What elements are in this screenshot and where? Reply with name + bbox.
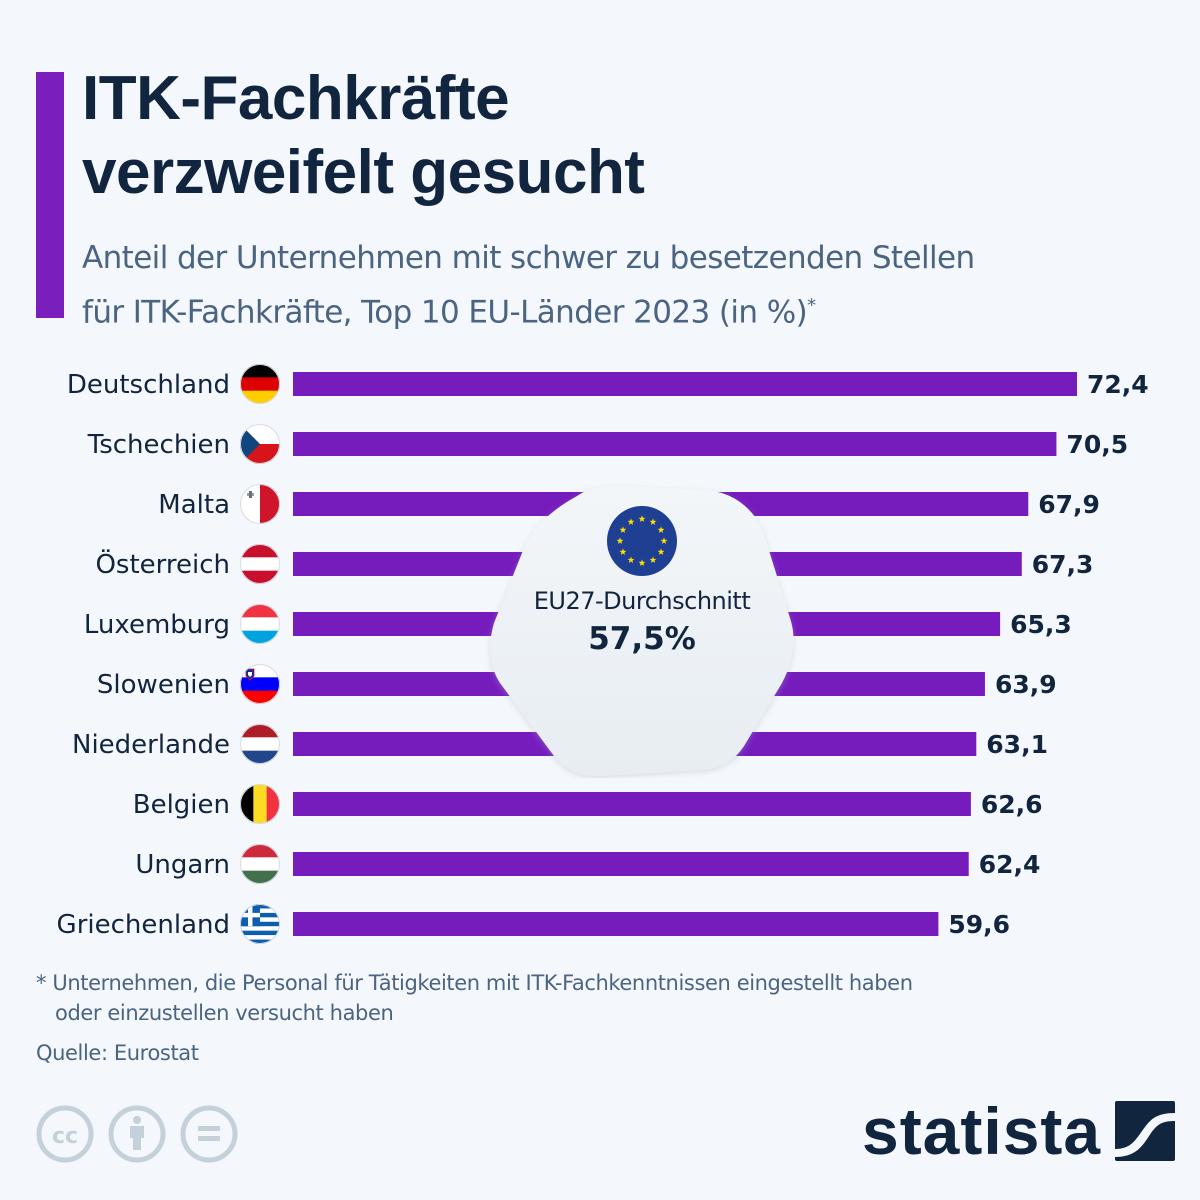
eu-star: [619, 548, 627, 555]
bar: [293, 852, 969, 876]
category-label: Österreich: [95, 548, 230, 580]
value-label: 59,6: [948, 910, 1010, 939]
footnote-line-2: oder einzustellen versucht haben: [55, 1001, 394, 1025]
flag-border: [240, 364, 280, 404]
license-icons: cc: [36, 1105, 238, 1163]
value-label: 63,1: [986, 730, 1048, 759]
eu-star: [649, 518, 657, 525]
statista-logo[interactable]: statista: [862, 1094, 1176, 1168]
value-label: 67,9: [1038, 490, 1100, 519]
eu-flag-icon: [607, 506, 677, 576]
category-label: Luxemburg: [84, 610, 230, 640]
value-label: 62,6: [981, 790, 1043, 819]
footnote: * Unternehmen, die Personal für Tätigkei…: [36, 968, 1136, 1028]
category-label: Malta: [158, 490, 230, 520]
eu-star: [657, 548, 665, 555]
flag-border: [240, 844, 280, 884]
eu-star: [619, 526, 627, 533]
title-line-2: verzweifelt gesucht: [82, 138, 645, 207]
cc-icon[interactable]: cc: [36, 1105, 94, 1163]
flag-border: [240, 604, 280, 644]
svg-text:cc: cc: [52, 1124, 78, 1149]
statista-logo-icon: [1115, 1101, 1176, 1161]
eu-star: [660, 537, 668, 544]
footnote-line-1: Unternehmen, die Personal für Tätigkeite…: [52, 971, 913, 995]
malta-flag-icon: [240, 484, 280, 524]
flag-border: [240, 904, 280, 944]
title-line-1: ITK-Fachkräfte: [82, 64, 510, 133]
eu-star: [616, 537, 624, 544]
footnote-marker: *: [36, 971, 47, 995]
no-derivatives-icon[interactable]: [180, 1105, 238, 1163]
eu-star: [638, 515, 646, 522]
flag-border: [240, 484, 280, 524]
subtitle: Anteil der Unternehmen mit schwer zu bes…: [82, 234, 1192, 336]
value-label: 72,4: [1087, 370, 1149, 399]
eu-average-text: EU27-Durchschnitt 57,5%: [482, 583, 802, 659]
category-label: Niederlande: [72, 730, 230, 760]
category-label: Tschechien: [87, 430, 230, 460]
eu-star: [638, 559, 646, 566]
title-accent-bar: [36, 72, 64, 318]
eu-star: [649, 556, 657, 563]
eu-star: [657, 526, 665, 533]
category-label: Belgien: [133, 790, 230, 820]
bar: [293, 432, 1057, 456]
statista-wordmark: statista: [862, 1094, 1102, 1168]
category-label: Slowenien: [97, 670, 230, 700]
czechia-flag-icon: [240, 424, 280, 464]
flag-border: [240, 784, 280, 824]
value-label: 67,3: [1032, 550, 1094, 579]
value-label: 70,5: [1066, 430, 1128, 459]
subtitle-line-1: Anteil der Unternehmen mit schwer zu bes…: [82, 240, 975, 276]
bar: [293, 912, 939, 936]
bar: [293, 372, 1077, 396]
eu-star: [627, 518, 635, 525]
value-label: 65,3: [1010, 610, 1072, 639]
eu-star: [627, 556, 635, 563]
value-label: 63,9: [995, 670, 1057, 699]
flag-border: [240, 664, 280, 704]
category-label: Deutschland: [67, 370, 230, 400]
bar: [293, 792, 971, 816]
subtitle-footnote-marker: *: [807, 295, 816, 316]
flag-border: [240, 724, 280, 764]
eu-average-callout: [490, 485, 794, 777]
eu-average-value: 57,5%: [588, 621, 696, 657]
value-label: 62,4: [979, 850, 1041, 879]
page-title: ITK-Fachkräfte verzweifelt gesucht: [82, 62, 1082, 210]
category-label: Griechenland: [57, 910, 230, 940]
subtitle-line-2: für ITK-Fachkräfte, Top 10 EU-Länder 202…: [82, 294, 808, 331]
flag-border: [240, 424, 280, 464]
eu-average-label: EU27-Durchschnitt: [533, 587, 751, 615]
category-label: Ungarn: [135, 850, 230, 880]
flag-border: [240, 544, 280, 584]
attribution-icon[interactable]: [108, 1105, 166, 1163]
source-text: Quelle: Eurostat: [36, 1041, 199, 1065]
